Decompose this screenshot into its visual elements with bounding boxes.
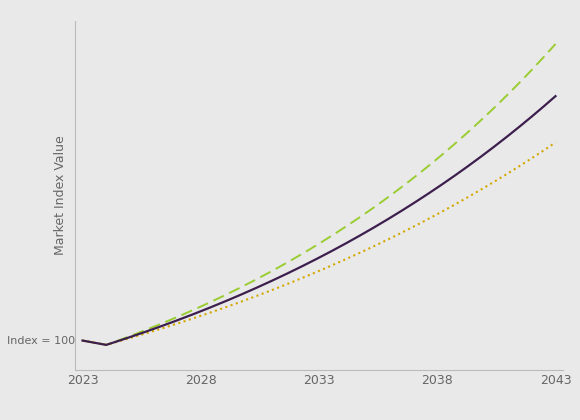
- Y-axis label: Market Index Value: Market Index Value: [54, 135, 67, 255]
- Text: Index = 100: Index = 100: [8, 336, 75, 346]
